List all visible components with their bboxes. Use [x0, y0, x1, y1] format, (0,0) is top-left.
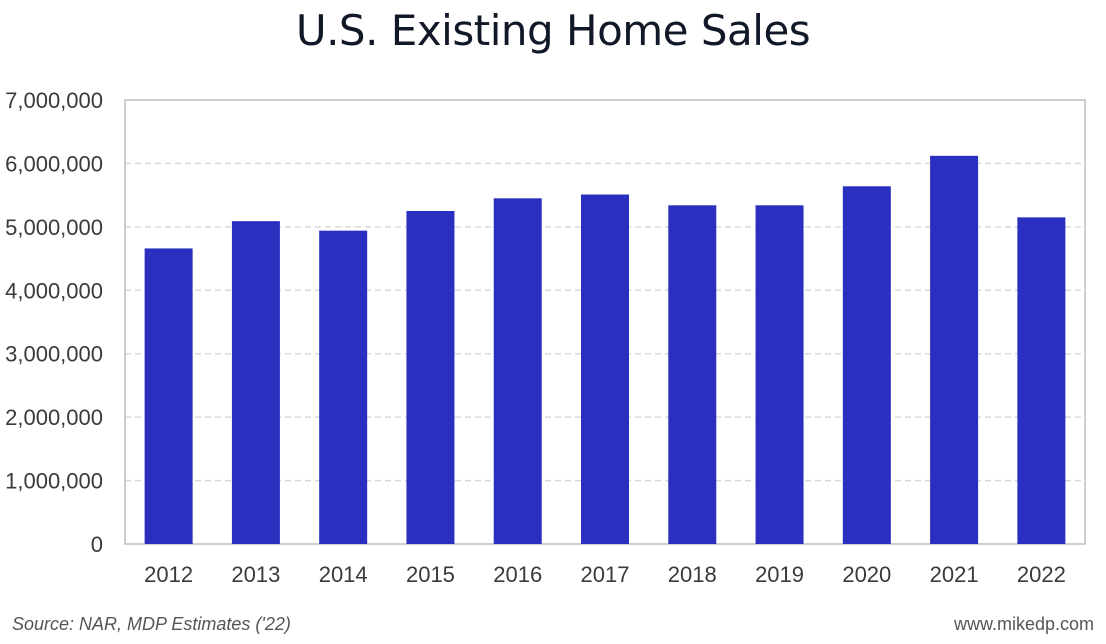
- x-tick-label: 2021: [930, 562, 979, 587]
- x-tick-label: 2013: [231, 562, 280, 587]
- x-tick-label: 2012: [144, 562, 193, 587]
- website-credit: www.mikedp.com: [953, 614, 1094, 634]
- x-tick-label: 2019: [755, 562, 804, 587]
- bar-2012: [144, 248, 193, 544]
- x-tick-label: 2022: [1017, 562, 1066, 587]
- x-tick-label: 2017: [581, 562, 630, 587]
- y-tick-label: 1,000,000: [5, 469, 103, 494]
- y-tick-label: 7,000,000: [5, 88, 103, 113]
- bar-2017: [581, 194, 629, 544]
- y-tick-label: 5,000,000: [5, 215, 103, 240]
- x-tick-label: 2018: [668, 562, 717, 587]
- x-tick-label: 2016: [493, 562, 542, 587]
- bar-2018: [668, 205, 717, 544]
- source-note: Source: NAR, MDP Estimates ('22): [12, 614, 291, 634]
- bar-2013: [231, 221, 280, 545]
- y-tick-label: 6,000,000: [5, 151, 103, 176]
- x-tick-label: 2015: [406, 562, 455, 587]
- bar-2016: [493, 198, 542, 545]
- y-tick-label: 2,000,000: [5, 405, 103, 430]
- y-tick-label: 4,000,000: [5, 278, 103, 303]
- y-tick-label: 0: [91, 532, 103, 557]
- bar-2014: [319, 230, 368, 545]
- bar-2015: [406, 211, 455, 544]
- bar-2021: [930, 155, 979, 544]
- x-tick-label: 2014: [319, 562, 368, 587]
- y-tick-label: 3,000,000: [5, 342, 103, 367]
- bar-2022: [1017, 217, 1066, 545]
- bar-2019: [755, 205, 804, 544]
- x-tick-label: 2020: [842, 562, 891, 587]
- bar-2020: [842, 186, 891, 544]
- chart-title: U.S. Existing Home Sales: [295, 6, 811, 55]
